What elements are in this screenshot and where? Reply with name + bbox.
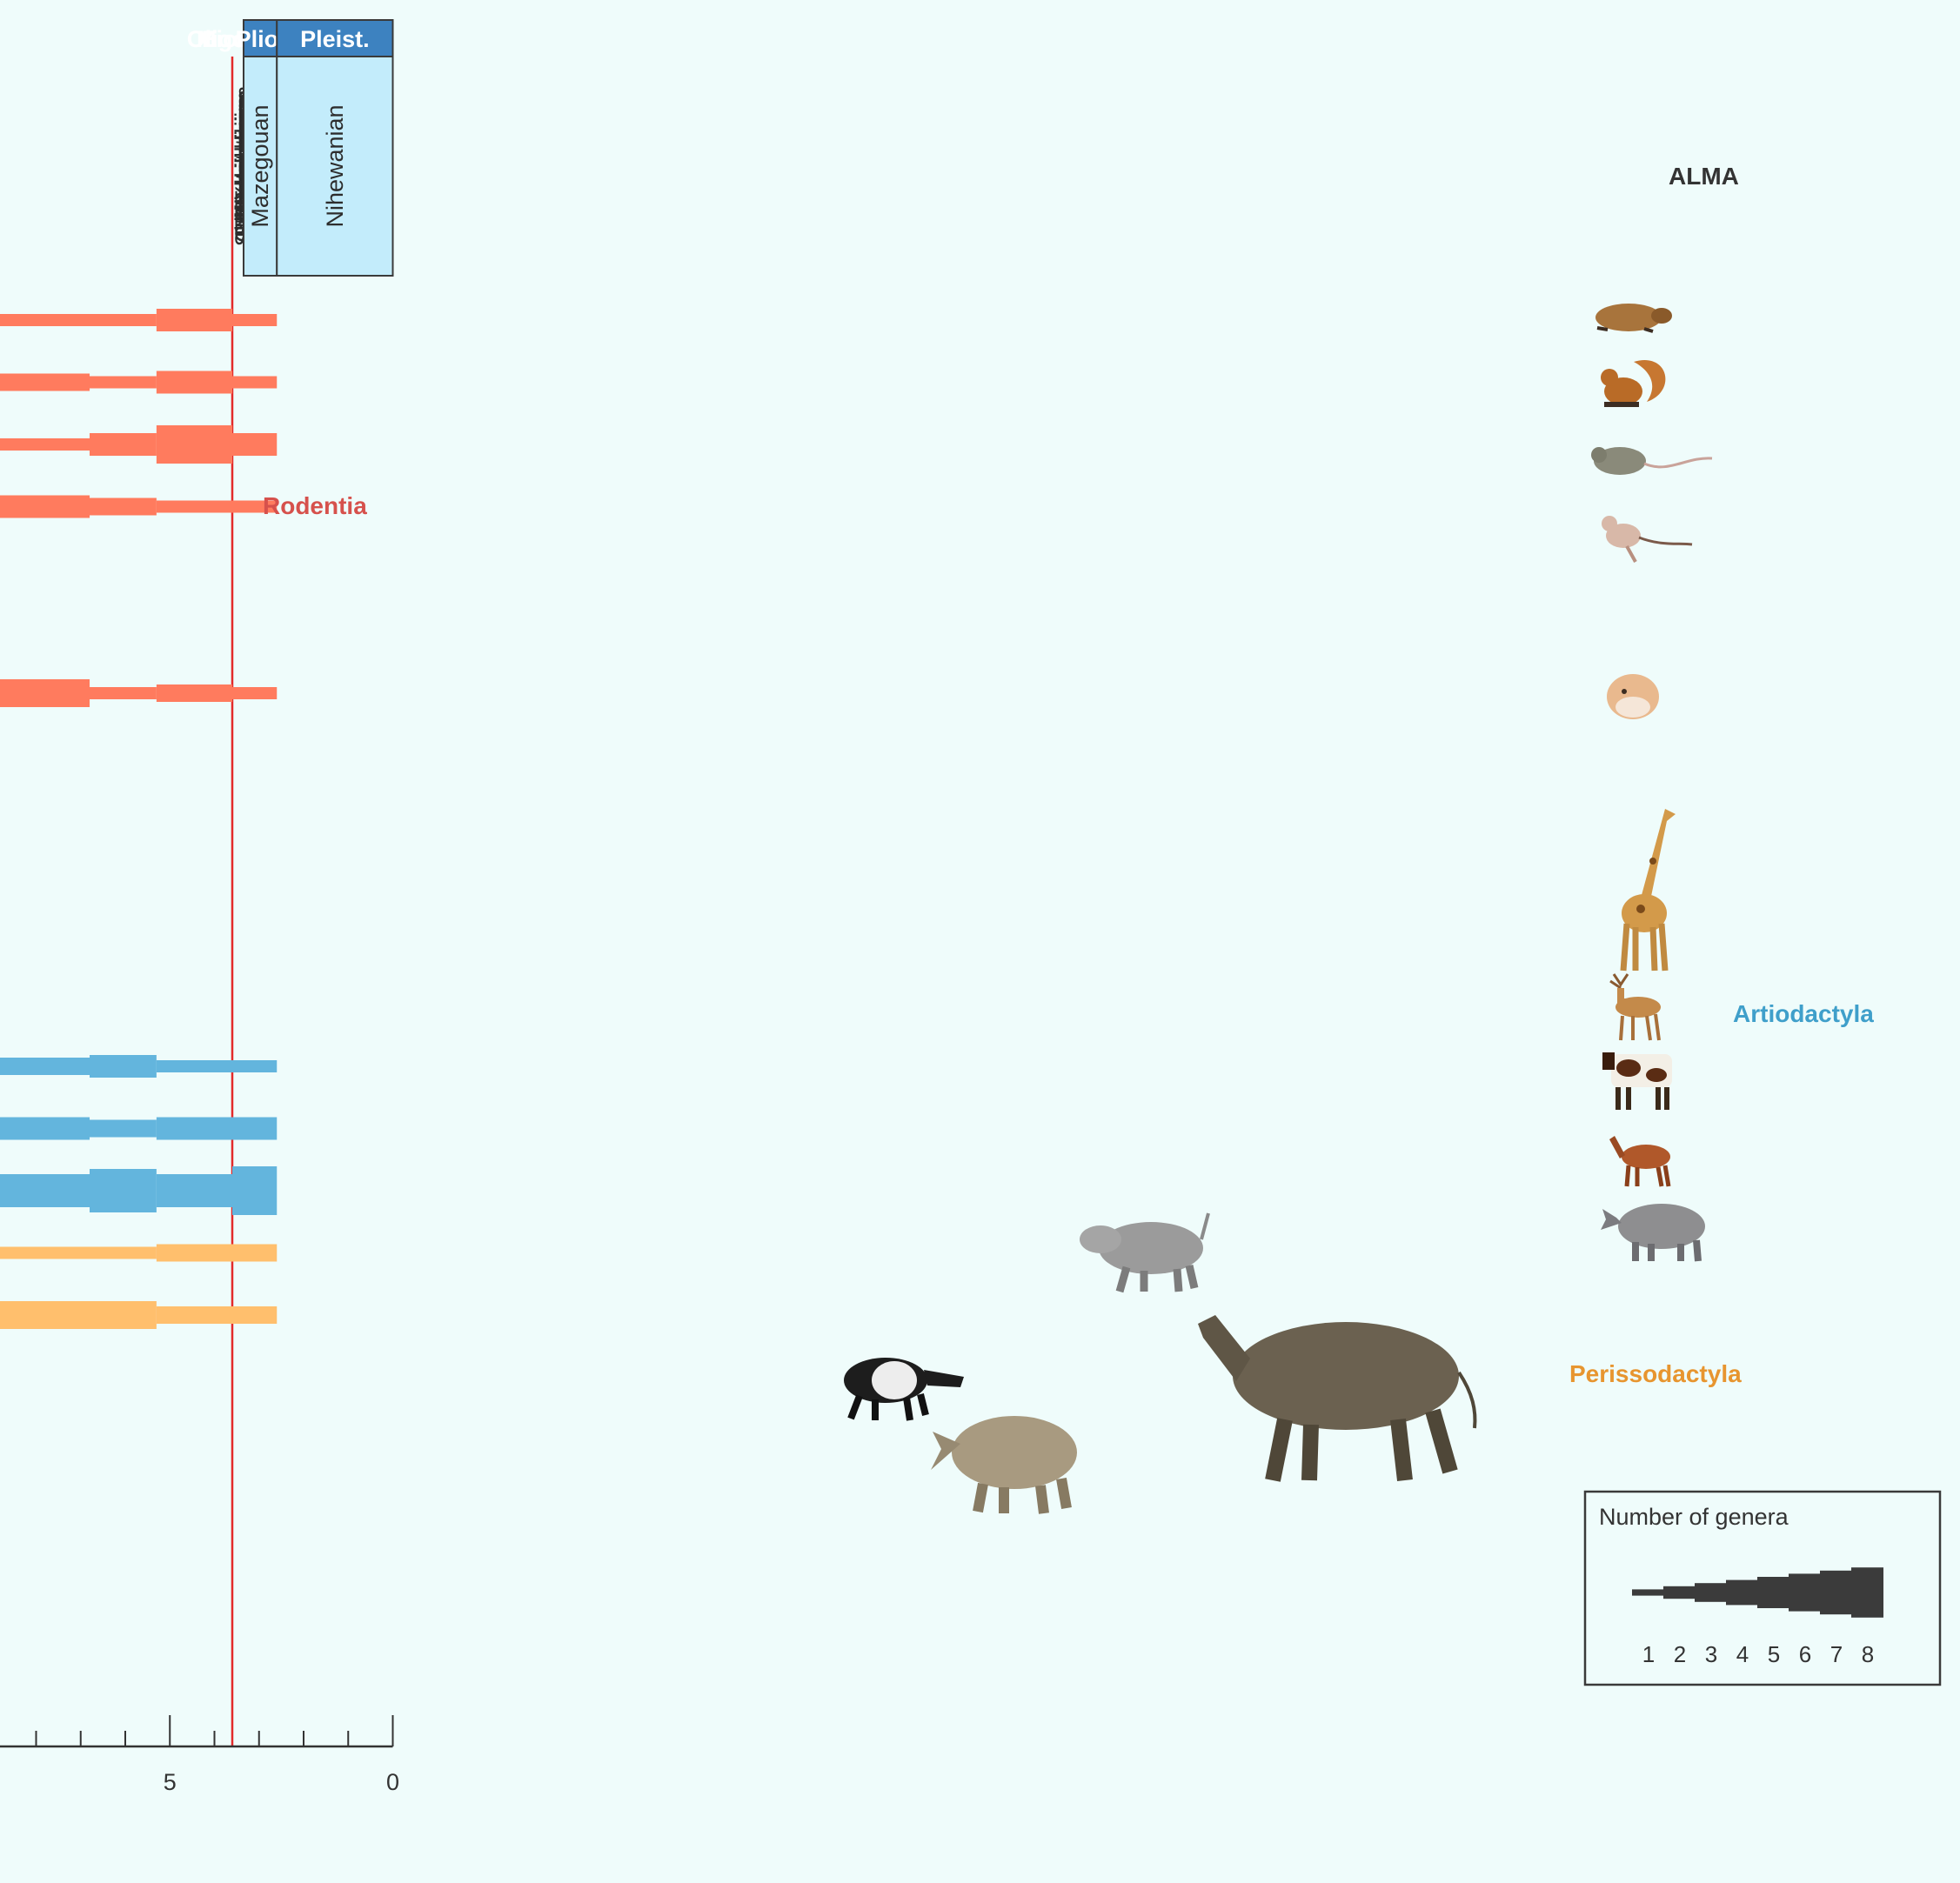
range-segment: [90, 1169, 157, 1212]
timescale-header: EoceneOligoceneMiocenePlio.Pleist.Lingch…: [187, 19, 1739, 277]
legend-swatch: [1726, 1579, 1758, 1606]
alma-cell: [243, 56, 278, 277]
tapir-icon: [844, 1358, 964, 1421]
jerboa-icon: [1602, 516, 1693, 563]
legend-swatch: [1820, 1570, 1852, 1615]
x-axis: 5550454035302520151050Age (Ma): [0, 1715, 399, 1795]
range-segment: [156, 309, 232, 331]
cow-icon: [1602, 1052, 1672, 1110]
range-segment: [232, 687, 278, 699]
range-segment: [156, 425, 232, 464]
range-segment: [90, 687, 157, 699]
range-segment: [156, 1244, 278, 1262]
legend-value: 2: [1674, 1641, 1686, 1667]
order-labels: Rodentia Artiodactyla Perissodactyla: [263, 492, 1874, 1387]
range-segment: [0, 373, 90, 391]
legend-value: 5: [1768, 1641, 1780, 1667]
range-segment: [0, 1058, 90, 1075]
range-segment: [156, 371, 232, 394]
range-segment: [156, 1174, 232, 1207]
horse-icon: [1609, 1136, 1671, 1187]
range-segment: [90, 1055, 157, 1078]
legend-value: 7: [1830, 1641, 1843, 1667]
legend-value: 1: [1642, 1641, 1655, 1667]
giraffe-icon: [1620, 809, 1676, 972]
range-segment: [156, 1117, 278, 1140]
alma-cell: [276, 56, 394, 277]
range-segment: [90, 497, 157, 516]
alma-label: Nihewanian: [322, 104, 348, 227]
alma-header-label: ALMA: [1669, 163, 1739, 190]
legend-swatch: [1663, 1586, 1696, 1599]
epoch-label: Pleist.: [300, 26, 370, 52]
zokor-icon: [1595, 304, 1672, 333]
family-ranges: [0, 309, 278, 1329]
range-segment: [232, 314, 278, 326]
x-tick-label: 5: [164, 1769, 177, 1795]
range-segment: [0, 1246, 157, 1259]
range-segment: [232, 1166, 278, 1215]
deer-icon: [1609, 973, 1661, 1041]
epoch-cell: [276, 19, 394, 57]
legend-box: [1583, 1490, 1942, 1686]
legend-value: 3: [1705, 1641, 1717, 1667]
range-segment: [0, 1174, 90, 1207]
legend-title: Number of genera: [1599, 1504, 1789, 1530]
hamster-icon: [1607, 674, 1659, 719]
range-segment: [0, 1117, 90, 1140]
paraceratherium-icon: [1198, 1315, 1477, 1482]
order-label-perissodactyla: Perissodactyla: [1569, 1360, 1742, 1387]
mouse-icon: [1591, 447, 1713, 475]
legend-swatch: [1851, 1567, 1883, 1618]
rhinoceros-icon: [1601, 1204, 1705, 1262]
range-segment: [156, 684, 232, 702]
legend-value: 8: [1862, 1641, 1874, 1667]
amynodont-icon: [1080, 1212, 1210, 1293]
range-segment: [156, 1060, 278, 1072]
animal-illustrations: [844, 304, 1713, 1514]
range-segment: [156, 500, 278, 513]
range-segment: [232, 376, 278, 389]
range-segment: [90, 1119, 157, 1138]
range-segment: [0, 495, 90, 518]
order-label-rodentia: Rodentia: [263, 492, 367, 519]
legend: Number of genera 1 2 3 4 5 6 7 8: [1583, 1490, 1942, 1686]
alma-label: Mazegouan: [247, 104, 273, 227]
range-segment: [90, 376, 157, 389]
range-segment: [156, 1306, 278, 1324]
range-segment: [0, 314, 157, 326]
range-segment: [0, 1301, 157, 1329]
legend-swatch: [1757, 1577, 1789, 1608]
range-segment: [0, 438, 90, 451]
range-segment: [232, 433, 278, 456]
order-label-artiodactyla: Artiodactyla: [1733, 1000, 1874, 1027]
boundary-lines: [231, 57, 234, 1746]
brontothere-icon: [931, 1416, 1077, 1514]
legend-swatch: [1789, 1573, 1821, 1612]
x-tick-label: 0: [386, 1769, 399, 1795]
squirrel-icon: [1601, 360, 1666, 407]
legend-swatch: [1695, 1583, 1727, 1602]
range-segment: [0, 679, 90, 707]
legend-swatch: [1632, 1589, 1664, 1596]
range-segment: [90, 433, 157, 456]
legend-value: 6: [1799, 1641, 1811, 1667]
legend-value: 4: [1736, 1641, 1749, 1667]
